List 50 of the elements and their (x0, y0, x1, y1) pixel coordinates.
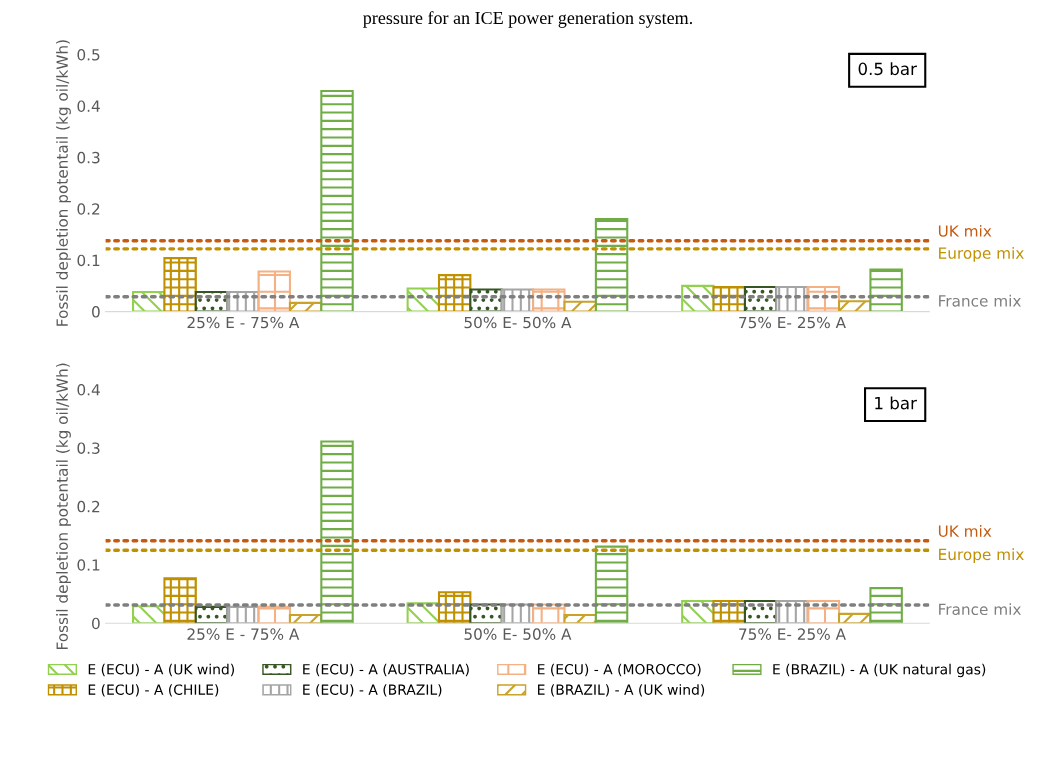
y-tick-label: 0.3 (77, 151, 100, 164)
chart-title: pressure for an ICE power generation system. (363, 11, 693, 28)
bar (320, 440, 354, 624)
y-tick-label: 0.1 (77, 559, 100, 571)
x-tick-label: 75% E- 25% A (739, 316, 846, 329)
x-tick-label: 75% E- 25% A (739, 628, 846, 640)
y-tick-label: 0.5 (77, 49, 100, 61)
legend-label: E (ECU) - A (CHILE) (88, 684, 219, 697)
x-tick-label: 25% E - 75% A (187, 628, 300, 640)
bar (869, 268, 903, 312)
y-tick-label: 0.1 (77, 254, 100, 267)
ref-line-label: France mix (939, 294, 1021, 307)
bar (838, 612, 872, 624)
bar (869, 587, 903, 624)
bar (594, 218, 629, 312)
ref-line-label: UK mix (938, 525, 992, 537)
x-tick-label: 50% E- 50% A (464, 316, 572, 329)
bar (594, 545, 629, 624)
legend-label: E (ECU) - A (UK wind) (88, 663, 234, 677)
ref-line-label: UK mix (938, 224, 992, 237)
ref-line-label: Europe mix (939, 548, 1024, 564)
y-tick-label: 0 (92, 306, 100, 318)
bar (163, 577, 197, 624)
y-axis-title: Fossil depletion potentail (kg oil/kWh) (56, 363, 71, 649)
bar (257, 605, 291, 624)
bar (257, 270, 291, 312)
ref-line-label: Europe mix (939, 247, 1024, 262)
legend-label: E (BRAZIL) - A (UK wind) (538, 684, 705, 697)
y-axis-title: Fossil depletion potentail (kg oil/kWh) (56, 40, 71, 326)
y-tick-label: 0.4 (77, 383, 100, 396)
y-tick-label: 0.3 (77, 442, 100, 454)
y-tick-label: 0 (92, 617, 100, 630)
bar (563, 613, 597, 624)
ref-line-label: France mix (939, 603, 1021, 616)
legend-label: E (ECU) - A (BRAZIL) (303, 684, 442, 697)
bar (320, 89, 354, 312)
y-tick-label: 0.2 (77, 500, 100, 513)
annotation: 1 bar (875, 396, 917, 410)
x-tick-label: 25% E - 75% A (187, 316, 300, 329)
bar (838, 300, 872, 312)
legend-label: E (BRAZIL) - A (UK natural gas) (773, 663, 986, 678)
bar (163, 257, 197, 312)
legend-label: E (ECU) - A (AUSTRALIA) (303, 663, 469, 677)
annotation: 0.5 bar (858, 62, 917, 76)
y-tick-label: 0.2 (77, 203, 100, 215)
y-tick-label: 0.4 (77, 100, 100, 112)
bar (226, 605, 260, 624)
bar (288, 613, 323, 624)
x-tick-label: 50% E- 50% A (464, 628, 572, 640)
legend-label: E (ECU) - A (MOROCCO) (538, 663, 701, 677)
